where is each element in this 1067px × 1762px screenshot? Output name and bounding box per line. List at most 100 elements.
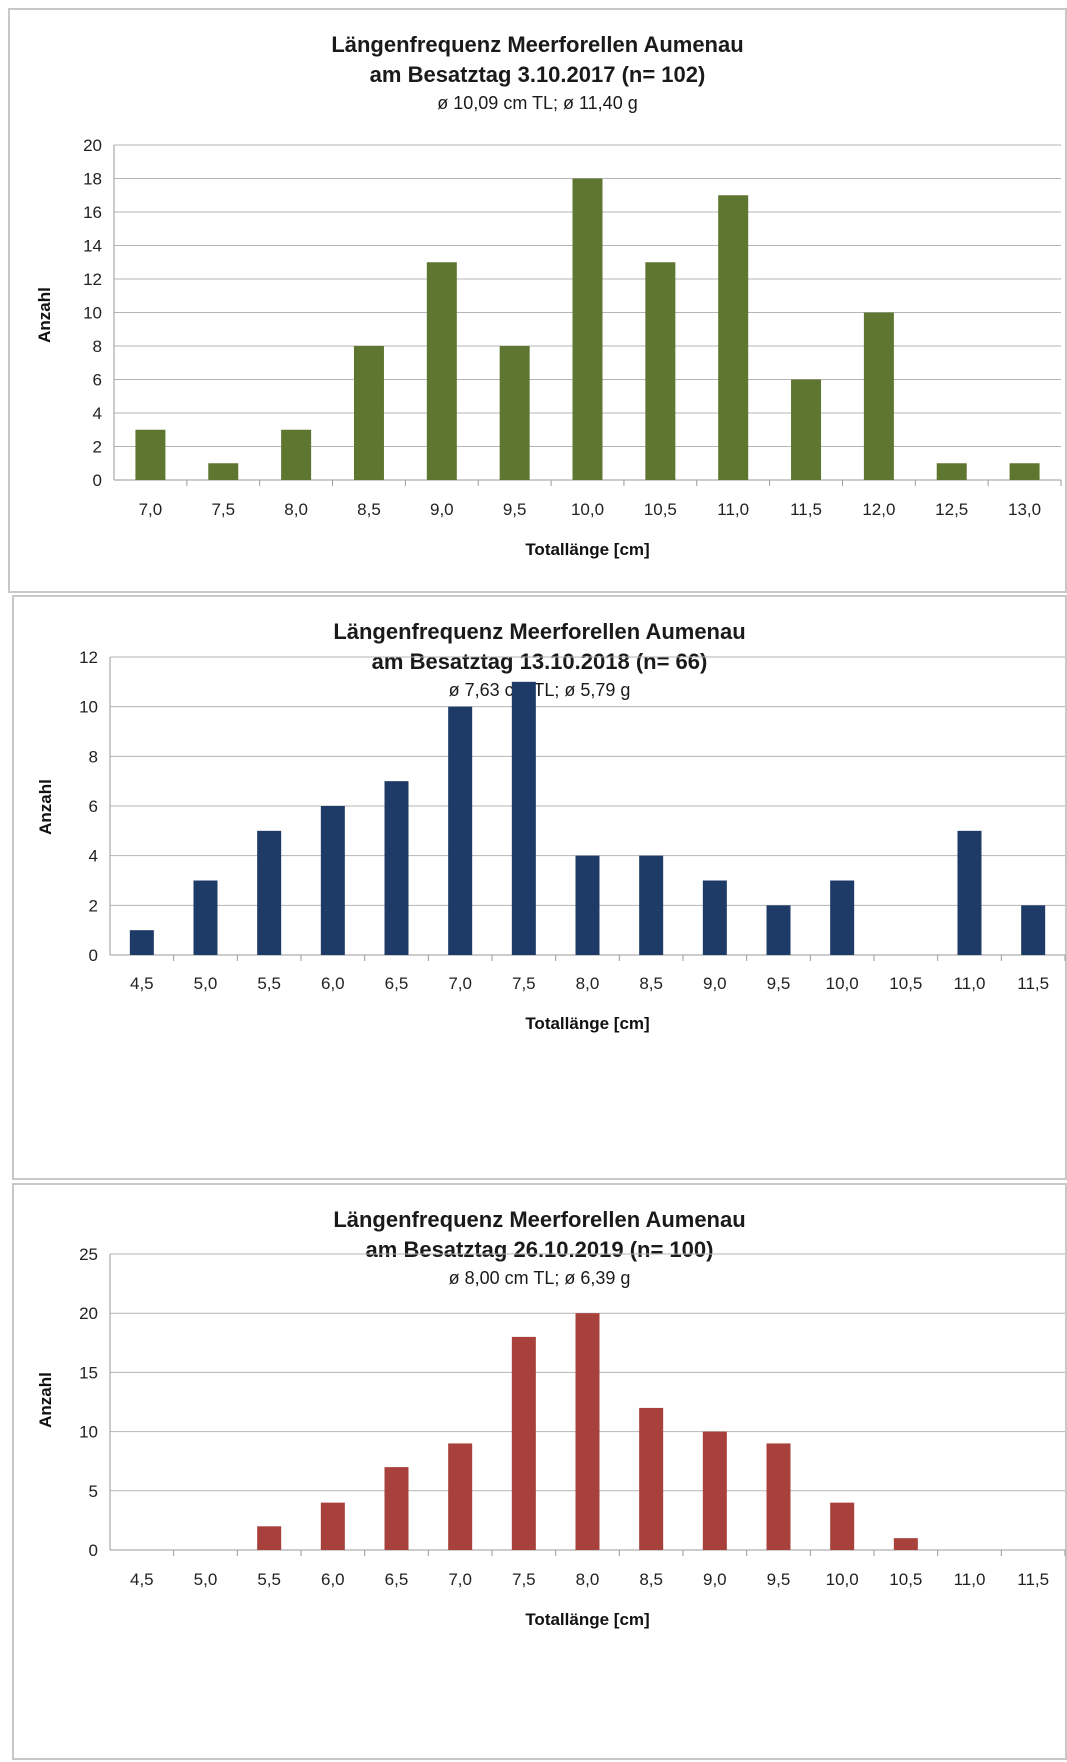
x-tick-label: 7,5 — [211, 500, 235, 519]
chart-note: ø 10,09 cm TL; ø 11,40 g — [437, 93, 638, 113]
x-tick-label: 11,0 — [954, 974, 986, 993]
bar — [702, 1431, 727, 1550]
bar — [702, 880, 727, 955]
bar — [511, 681, 536, 955]
bar — [639, 1407, 664, 1550]
x-tick-label: 6,0 — [321, 1570, 345, 1589]
x-tick-label: 9,0 — [703, 1570, 727, 1589]
bar — [766, 1443, 791, 1550]
bar — [281, 429, 312, 480]
y-axis-title: Anzahl — [36, 1372, 55, 1428]
bar — [639, 855, 664, 955]
x-tick-label: 8,0 — [284, 500, 308, 519]
x-tick-label: 9,5 — [503, 500, 527, 519]
x-tick-label: 11,5 — [790, 500, 822, 519]
y-tick-label: 6 — [89, 797, 98, 816]
bar — [320, 806, 345, 955]
x-tick-label: 8,5 — [357, 500, 381, 519]
y-tick-label: 14 — [83, 237, 102, 256]
bar — [448, 706, 473, 955]
x-tick-label: 4,5 — [130, 1570, 154, 1589]
bar — [193, 880, 218, 955]
bar — [384, 781, 409, 955]
x-tick-label: 9,0 — [430, 500, 454, 519]
x-tick-label: 10,0 — [826, 974, 859, 993]
x-tick-label: 5,0 — [194, 974, 218, 993]
x-tick-label: 6,5 — [385, 1570, 409, 1589]
bar — [257, 1526, 282, 1550]
y-tick-label: 4 — [89, 847, 98, 866]
y-tick-label: 25 — [79, 1245, 98, 1264]
bar — [511, 1336, 536, 1550]
bar — [766, 905, 791, 955]
x-axis-title: Totallänge [cm] — [525, 1014, 649, 1033]
x-tick-label: 5,5 — [257, 974, 281, 993]
y-tick-label: 2 — [89, 896, 98, 915]
x-tick-label: 5,0 — [194, 1570, 218, 1589]
bar — [448, 1443, 473, 1550]
y-tick-label: 12 — [79, 648, 98, 667]
x-tick-label: 7,5 — [512, 974, 536, 993]
x-tick-label: 10,0 — [826, 1570, 859, 1589]
bar — [575, 855, 600, 955]
x-tick-label: 8,0 — [576, 1570, 600, 1589]
x-tick-label: 10,0 — [571, 500, 604, 519]
bar — [575, 1313, 600, 1550]
y-axis-title: Anzahl — [36, 779, 55, 835]
x-tick-label: 10,5 — [889, 974, 922, 993]
bar — [718, 195, 749, 480]
bar — [257, 830, 282, 955]
x-tick-label: 5,5 — [257, 1570, 281, 1589]
x-tick-label: 6,5 — [385, 974, 409, 993]
x-tick-label: 9,0 — [703, 974, 727, 993]
x-tick-label: 8,5 — [639, 974, 663, 993]
y-tick-label: 0 — [89, 1541, 98, 1560]
y-tick-label: 15 — [79, 1363, 98, 1382]
x-tick-label: 11,5 — [1017, 1570, 1049, 1589]
bar — [129, 930, 154, 955]
x-tick-label: 4,5 — [130, 974, 154, 993]
x-tick-label: 9,5 — [767, 1570, 791, 1589]
chart-panel-2017: Längenfrequenz Meerforellen Aumenau am B… — [8, 8, 1067, 593]
bar — [572, 178, 603, 480]
chart-note: ø 8,00 cm TL; ø 6,39 g — [448, 1268, 631, 1288]
chart-subtitle: am Besatztag 13.10.2018 (n= 66) — [371, 649, 708, 674]
y-axis-title: Anzahl — [35, 287, 54, 343]
x-tick-label: 7,0 — [448, 1570, 472, 1589]
x-tick-label: 7,5 — [512, 1570, 536, 1589]
chart-title: Längenfrequenz Meerforellen Aumenau — [333, 1207, 746, 1232]
bar — [1021, 905, 1046, 955]
x-tick-label: 7,0 — [139, 500, 163, 519]
y-tick-label: 6 — [93, 371, 102, 390]
y-tick-label: 10 — [79, 1423, 98, 1442]
y-tick-label: 5 — [89, 1482, 98, 1501]
bar — [791, 379, 822, 480]
bar — [384, 1467, 409, 1550]
chart-panel-2019: Längenfrequenz Meerforellen Aumenau am B… — [12, 1183, 1067, 1760]
y-tick-label: 16 — [83, 203, 102, 222]
chart-subtitle: am Besatztag 26.10.2019 (n= 100) — [365, 1237, 714, 1262]
bar — [499, 346, 530, 480]
chart-note: ø 7,63 cm TL; ø 5,79 g — [448, 680, 631, 700]
bar — [426, 262, 457, 480]
y-tick-label: 8 — [93, 337, 102, 356]
bar — [208, 463, 239, 480]
y-tick-label: 0 — [89, 946, 98, 965]
x-tick-label: 12,5 — [935, 500, 968, 519]
x-tick-label: 8,0 — [576, 974, 600, 993]
bar — [936, 463, 967, 480]
y-tick-label: 10 — [79, 698, 98, 717]
bar — [353, 346, 384, 480]
x-tick-label: 6,0 — [321, 974, 345, 993]
y-tick-label: 18 — [83, 170, 102, 189]
bar — [893, 1538, 918, 1550]
y-tick-label: 12 — [83, 270, 102, 289]
x-axis-title: Totallänge [cm] — [525, 1610, 649, 1629]
bar-chart-2018: 0 2 4 6 8 10 12 4,5 5,0 5,5 6,0 6,5 7,0 7,5 8,0 8,5 9,0 9… — [36, 648, 1066, 1033]
y-tick-label: 20 — [83, 136, 102, 155]
x-tick-label: 11,0 — [717, 500, 749, 519]
x-tick-label: 11,5 — [1017, 974, 1049, 993]
y-tick-label: 2 — [93, 438, 102, 457]
x-tick-label: 8,5 — [639, 1570, 663, 1589]
bar — [830, 880, 855, 955]
